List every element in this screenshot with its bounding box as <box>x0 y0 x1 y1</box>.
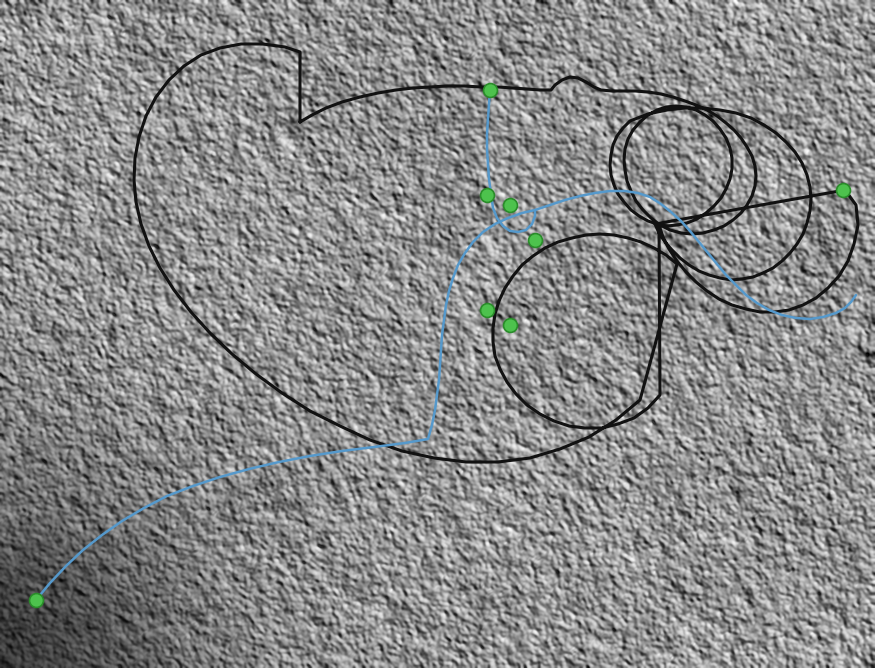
Point <box>480 190 494 200</box>
Point <box>528 234 542 245</box>
Point <box>503 200 517 210</box>
Point <box>480 305 494 315</box>
Point <box>836 184 850 195</box>
Point <box>503 320 517 331</box>
Point <box>29 595 43 605</box>
Point <box>483 85 497 96</box>
